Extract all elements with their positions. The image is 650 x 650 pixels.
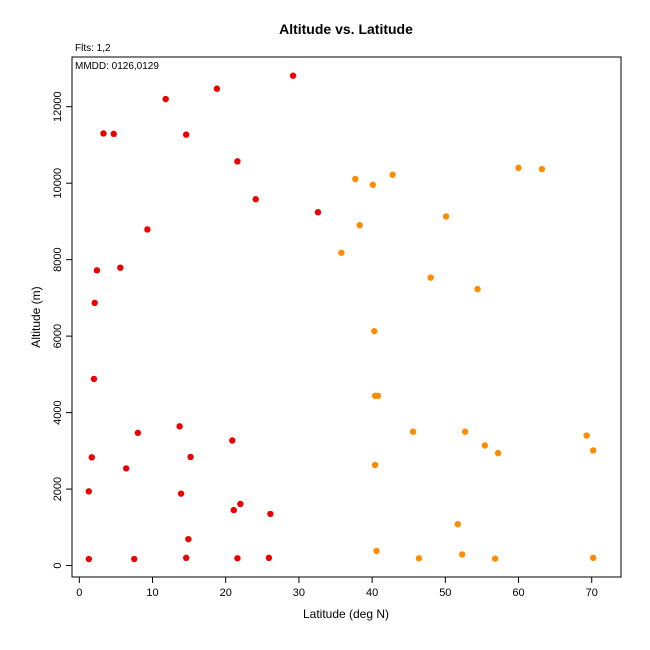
data-point bbox=[374, 392, 382, 399]
data-point bbox=[213, 85, 221, 92]
data-point bbox=[491, 555, 499, 562]
data-point bbox=[182, 554, 190, 562]
data-point bbox=[85, 488, 93, 495]
data-point bbox=[162, 95, 169, 103]
data-point bbox=[409, 428, 417, 435]
data-point bbox=[389, 171, 396, 178]
data-point bbox=[144, 226, 151, 233]
data-point bbox=[494, 449, 502, 457]
y-axis: 0 2000 4000 6000 8000 10000 12000 bbox=[52, 91, 73, 569]
data-point bbox=[122, 465, 130, 472]
data-point bbox=[474, 285, 481, 293]
y-tick-label: 8000 bbox=[52, 247, 64, 271]
data-point bbox=[110, 130, 117, 138]
data-point bbox=[458, 551, 466, 558]
data-point bbox=[267, 510, 274, 518]
data-point bbox=[338, 249, 345, 256]
data-point bbox=[461, 428, 469, 435]
x-tick-label: 30 bbox=[293, 587, 305, 599]
data-point bbox=[91, 299, 98, 307]
data-point bbox=[131, 555, 138, 563]
x-tick-label: 70 bbox=[586, 587, 598, 599]
data-points bbox=[85, 72, 597, 563]
data-point bbox=[182, 131, 190, 138]
data-point bbox=[314, 209, 322, 216]
y-axis-label: Altitude (m) bbox=[29, 286, 43, 347]
data-point bbox=[134, 429, 142, 437]
y-tick-label: 2000 bbox=[52, 477, 64, 501]
data-point bbox=[371, 327, 378, 335]
y-tick-label: 0 bbox=[52, 562, 64, 568]
data-point bbox=[356, 222, 363, 229]
data-point bbox=[415, 555, 423, 562]
data-point bbox=[481, 442, 489, 449]
data-point bbox=[352, 175, 359, 183]
y-tick-label: 4000 bbox=[52, 400, 64, 424]
data-point bbox=[177, 490, 185, 497]
data-point bbox=[442, 213, 450, 220]
data-point bbox=[515, 164, 522, 172]
data-point bbox=[187, 453, 194, 461]
chart-title: Altitude vs. Latitude bbox=[279, 21, 413, 37]
data-point bbox=[234, 555, 241, 562]
data-point bbox=[230, 506, 237, 514]
x-tick-label: 0 bbox=[76, 587, 82, 599]
data-point bbox=[117, 264, 124, 271]
x-tick-label: 50 bbox=[439, 587, 451, 599]
data-point bbox=[234, 158, 241, 165]
data-point bbox=[373, 547, 380, 555]
data-point bbox=[454, 521, 461, 528]
x-axis: 0 10 20 30 40 50 60 70 bbox=[76, 576, 598, 599]
data-point bbox=[589, 447, 597, 454]
data-point bbox=[538, 165, 546, 173]
x-tick-label: 20 bbox=[220, 587, 232, 599]
data-point bbox=[583, 432, 590, 439]
data-point bbox=[427, 274, 434, 281]
data-point bbox=[289, 72, 297, 79]
flights-label: Flts: 1,2 bbox=[75, 43, 111, 54]
y-tick-label: 10000 bbox=[52, 168, 64, 199]
data-point bbox=[369, 181, 377, 188]
data-point bbox=[589, 554, 597, 562]
y-tick-label: 12000 bbox=[52, 91, 64, 122]
data-point bbox=[88, 454, 95, 461]
data-point bbox=[237, 500, 244, 508]
data-point bbox=[93, 267, 101, 274]
data-point bbox=[371, 461, 379, 469]
x-tick-label: 40 bbox=[366, 587, 378, 599]
x-tick-label: 10 bbox=[146, 587, 158, 599]
data-point bbox=[176, 423, 183, 430]
data-point bbox=[100, 130, 107, 137]
data-point bbox=[229, 437, 236, 444]
x-axis-label: Latitude (deg N) bbox=[303, 607, 389, 621]
data-point bbox=[85, 555, 93, 563]
y-tick-label: 6000 bbox=[52, 324, 64, 348]
data-point bbox=[252, 196, 259, 203]
plot-area-frame bbox=[71, 56, 622, 578]
x-tick-label: 60 bbox=[512, 587, 524, 599]
data-point bbox=[185, 535, 192, 543]
data-point bbox=[90, 375, 98, 383]
date-annotation: MMDD: 0126,0129 bbox=[75, 61, 159, 72]
data-point bbox=[265, 554, 273, 562]
